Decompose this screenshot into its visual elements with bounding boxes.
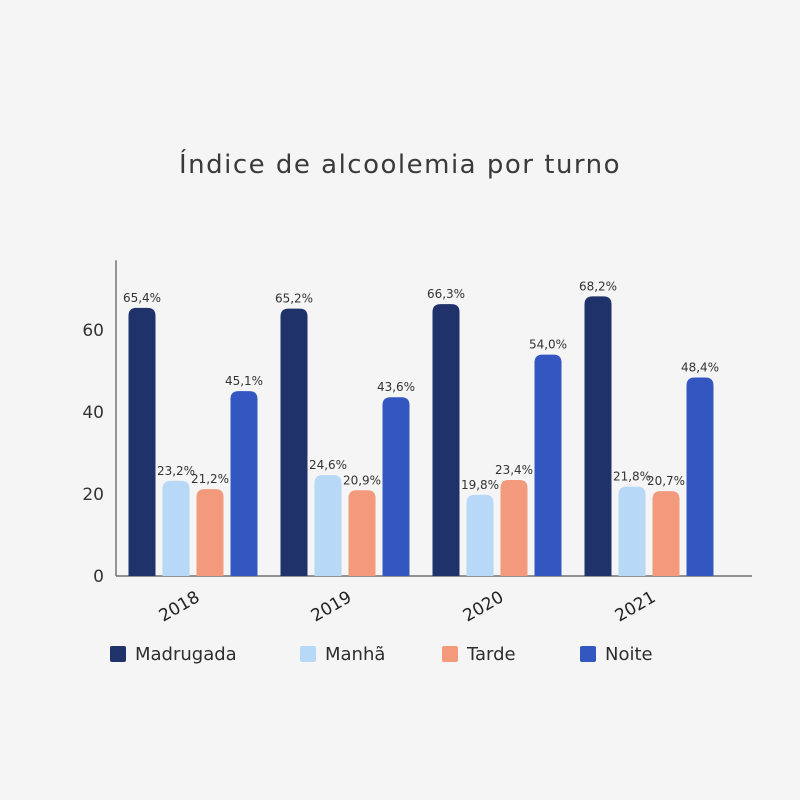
data-label: 48,4% [681, 361, 719, 375]
legend-label: Manhã [325, 643, 386, 665]
data-label: 65,4% [123, 291, 161, 305]
data-label: 20,7% [647, 474, 685, 488]
x-tick-label: 2018 [156, 587, 203, 626]
legend: Madrugada Manhã Tarde Noite [0, 640, 800, 668]
y-tick-label: 60 [82, 321, 104, 341]
legend-label: Noite [605, 643, 653, 665]
bar-madrugada-2021 [584, 296, 612, 576]
bar-manhã-2021 [618, 486, 646, 576]
bar-tarde-2019 [348, 490, 376, 576]
legend-swatch [442, 646, 458, 662]
legend-item-madrugada: Madrugada [110, 640, 237, 668]
bar-noite-2018 [230, 391, 258, 576]
chart-title: Índice de alcoolemia por turno [178, 150, 622, 180]
bar-madrugada-2020 [432, 304, 460, 576]
data-label: 68,2% [579, 279, 617, 293]
legend-label: Madrugada [135, 643, 237, 665]
data-label: 24,6% [309, 458, 347, 472]
bar-noite-2019 [382, 397, 410, 576]
legend-swatch [110, 646, 126, 662]
data-label: 65,2% [275, 292, 313, 306]
legend-label: Tarde [467, 643, 516, 665]
legend-swatch [580, 646, 596, 662]
bar-tarde-2020 [500, 480, 528, 576]
legend-item-noite: Noite [580, 640, 653, 668]
data-label: 20,9% [343, 473, 381, 487]
bar-noite-2021 [686, 377, 714, 576]
data-label: 66,3% [427, 287, 465, 301]
bar-madrugada-2019 [280, 308, 308, 576]
bar-noite-2020 [534, 354, 562, 576]
data-label: 23,2% [157, 464, 195, 478]
data-label: 21,8% [613, 470, 651, 484]
legend-item-manhã: Manhã [300, 640, 385, 668]
data-label: 21,2% [191, 472, 229, 486]
y-tick-label: 20 [82, 485, 104, 505]
bar-manhã-2019 [314, 475, 342, 576]
x-tick-label: 2019 [308, 587, 355, 626]
legend-item-tarde: Tarde [442, 640, 516, 668]
bar-madrugada-2018 [128, 307, 156, 576]
y-tick-label: 0 [93, 567, 104, 587]
data-label: 45,1% [225, 374, 263, 388]
data-label: 54,0% [529, 338, 567, 352]
bar-manhã-2020 [466, 494, 494, 576]
bar-tarde-2021 [652, 491, 680, 576]
y-tick-label: 40 [82, 403, 104, 423]
data-label: 19,8% [461, 478, 499, 492]
data-label: 23,4% [495, 463, 533, 477]
x-tick-label: 2021 [612, 587, 659, 626]
bar-tarde-2018 [196, 489, 224, 576]
data-label: 43,6% [377, 380, 415, 394]
bar-manhã-2018 [162, 480, 190, 576]
x-tick-label: 2020 [460, 587, 507, 626]
legend-swatch [300, 646, 316, 662]
